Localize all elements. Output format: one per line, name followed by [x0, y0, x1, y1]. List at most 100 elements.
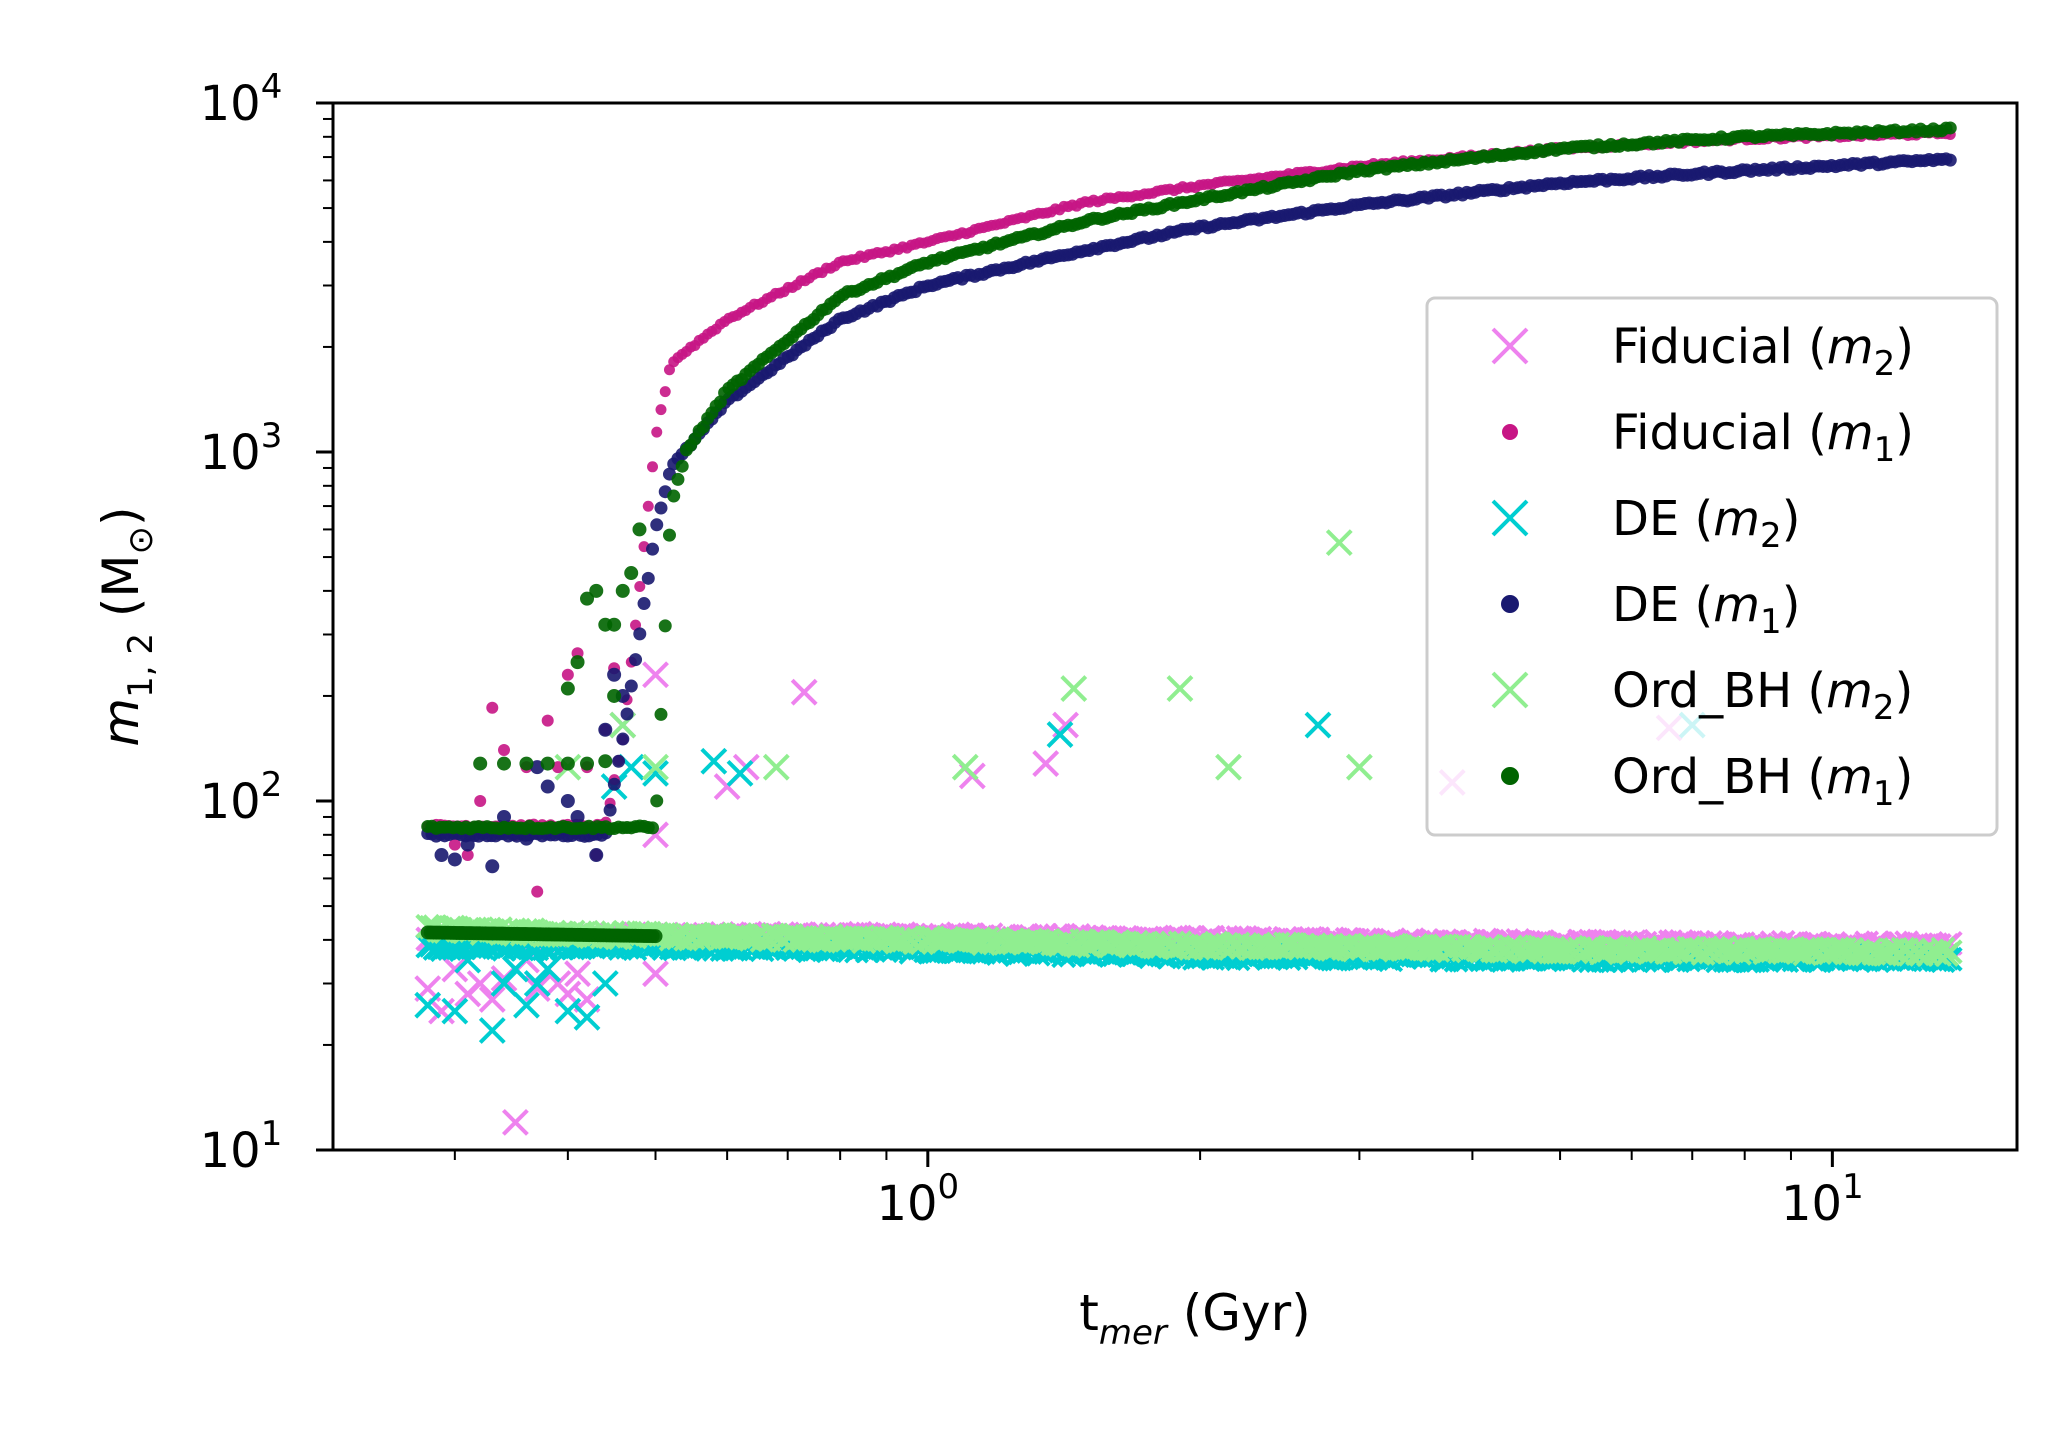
mark-fid_m2-pt-4-stroke-b: [466, 970, 494, 997]
mark-ord_m1-curve-59: [671, 472, 685, 486]
mark-fid_m2-pt-16-stroke-b: [642, 821, 669, 849]
mark-ord_m2-pt-3-stroke-b: [762, 753, 790, 781]
mark-fid_m2-pt-2: [441, 955, 469, 983]
mark-fid_m2-pt-5: [478, 986, 506, 1013]
mark-ord_m2-pt-3: [762, 753, 790, 781]
mark-de_m2-pt-1: [441, 997, 469, 1025]
mark-ord_m2-curve-419-stroke-b: [1937, 939, 1963, 965]
mark-de_m2-pt-0-stroke-b: [414, 991, 442, 1019]
mark-fid_m1-pt-0: [448, 838, 461, 851]
mark-ord_m2-pt-6: [1166, 675, 1194, 702]
mark-de_m2-pt-17: [1046, 721, 1074, 748]
mark-fid_m2-pt-9: [523, 975, 551, 1003]
mark-de_m2-pt-14: [642, 759, 669, 787]
mark-de_m2-pt-18-stroke-b: [1304, 711, 1332, 739]
mark-ord_m2-pt-5: [1060, 675, 1088, 702]
mark-fid_m2-pt-23-stroke-b: [1032, 750, 1060, 777]
mark-de_m2-pt-9: [554, 997, 582, 1025]
mark-ord_m2-pt-4: [951, 753, 979, 781]
mark-fid_m2-pt-2-stroke-b: [441, 955, 469, 983]
mark-ord_m1-curve-53: [646, 821, 660, 835]
mark-ord_m2-curve-389: [1828, 937, 1854, 962]
mark-ord_m2-pt-9: [1345, 753, 1373, 781]
mark-fid_m1-pt-8: [541, 714, 554, 727]
mark-fid_m1-pt-10: [561, 668, 574, 681]
mark-de_m2-pt-2-stroke-b: [454, 946, 482, 974]
mark-de_m2-pt-8-stroke-b: [534, 955, 562, 983]
mark-de_m2-pt-5: [501, 955, 529, 983]
mark-de_m1-curve-359: [1943, 153, 1957, 167]
mark-de_m2-pt-16-stroke-b: [726, 759, 754, 787]
mark-fid_m2-pt-21-stroke-b: [790, 678, 818, 706]
series-ord_m1: [420, 121, 1957, 944]
mark-fid_m2-pt-13: [564, 960, 591, 988]
mark-de_m1-curve-48: [624, 679, 638, 693]
mark-de_m1-pt-12: [607, 667, 622, 682]
mark-de_m2-pt-8: [534, 955, 562, 983]
mark-ord_m1-curve-54: [650, 794, 664, 808]
mark-fid_m1-curve-52: [642, 500, 654, 512]
mark-de_m1-curve-55: [654, 501, 668, 515]
mark-fid_m1-pt-1: [461, 849, 474, 862]
mark-de_m1-pt-0: [434, 848, 449, 863]
mark-fid_m1-curve-54: [651, 426, 663, 438]
mark-ord_m2-pt-8-stroke-b: [1325, 529, 1353, 557]
mark-fid_m1-curve-53: [647, 461, 659, 473]
mark-ord_m2-pt-8: [1325, 529, 1353, 557]
mark-de_m2-pt-18: [1304, 711, 1332, 739]
mark-de_m2-pt-6-stroke-b: [513, 991, 540, 1019]
mark-fid_m1-pt-3: [486, 701, 499, 714]
mark-ord_m2-curve-389-stroke-b: [1828, 937, 1854, 962]
mark-ord_m1-curve-56: [658, 619, 672, 633]
mark-de_m2-pt-6: [513, 991, 540, 1019]
mark-fid_m1-pt-7: [531, 885, 544, 898]
mark-de_m1-curve-49: [629, 653, 643, 667]
mark-de_m2-pt-15: [700, 747, 728, 775]
mark-de_m2-pt-3-stroke-b: [478, 1017, 506, 1044]
mark-de_m1-curve-44: [607, 777, 621, 791]
mark-de_m1-pt-3: [485, 859, 500, 874]
mark-de_m2-pt-11: [591, 970, 619, 997]
mark-fid_m1-pt-4: [498, 744, 511, 757]
mark-de_m2-pt-11-stroke-b: [591, 970, 619, 997]
mark-de_m2-pt-2: [454, 946, 482, 974]
mark-de_m1-curve-46: [616, 732, 630, 746]
mark-fid_m2-pt-7-stroke-b: [501, 1108, 529, 1136]
mark-de_m2-pt-7: [523, 970, 551, 997]
mark-ord_m1-curve-57: [662, 528, 676, 542]
mark-de_m2-pt-16: [726, 759, 754, 787]
mark-de_m1-curve-43: [603, 803, 617, 817]
mark-ord_m2-pt-6-stroke-b: [1166, 675, 1194, 702]
mark-fid_m2-pt-23: [1032, 750, 1060, 777]
mark-ord_m2-curve-305-stroke-b: [1523, 934, 1549, 960]
mark-de_m2-pt-4-stroke-b: [490, 970, 518, 997]
mark-de_m2-pt-14-stroke-b: [642, 759, 669, 787]
mark-de_m1-curve-47: [620, 707, 634, 721]
mark-fid_m2-pt-4: [466, 970, 494, 997]
mark-ord_m2-curve-172-stroke-b: [1040, 931, 1066, 957]
mark-ord_m1-curve-60: [675, 459, 689, 473]
mark-fid_m1-curve-55: [655, 404, 667, 416]
mark-de_m1-curve-53: [646, 542, 660, 556]
mark-fid_m2-pt-13-stroke-b: [564, 960, 591, 988]
mark-de_m2-pt-13-stroke-b: [617, 753, 645, 781]
mark-ord_m2-curve-419: [1937, 939, 1963, 965]
mark-ord_m2-pt-5-stroke-b: [1060, 675, 1088, 702]
mark-fid_m2-pt-17: [642, 661, 669, 689]
mark-de_m2-pt-0: [414, 991, 442, 1019]
mark-de_m1-pt-8: [560, 794, 575, 808]
mark-de_m1-curve-45: [612, 754, 626, 768]
mark-de_m1-curve-54: [650, 518, 664, 532]
mark-fid_m2-pt-17-stroke-b: [642, 661, 669, 689]
mark-de_m2-pt-4: [490, 970, 518, 997]
mark-de_m1-pt-1: [447, 852, 462, 867]
mark-de_m2-pt-15-stroke-b: [700, 747, 728, 775]
mark-ord_m2-pt-7-stroke-b: [1215, 753, 1242, 781]
mark-de_m2-pt-3: [478, 1017, 506, 1044]
mark-ord_m2-pt-2-stroke-b: [642, 753, 669, 781]
mark-ord_m1-curve-58: [667, 489, 681, 503]
mark-de_m1-curve-52: [641, 571, 655, 585]
mark-fid_m1-pt-2: [474, 795, 487, 807]
mark-de_m2-pt-17-stroke-b: [1046, 721, 1074, 748]
